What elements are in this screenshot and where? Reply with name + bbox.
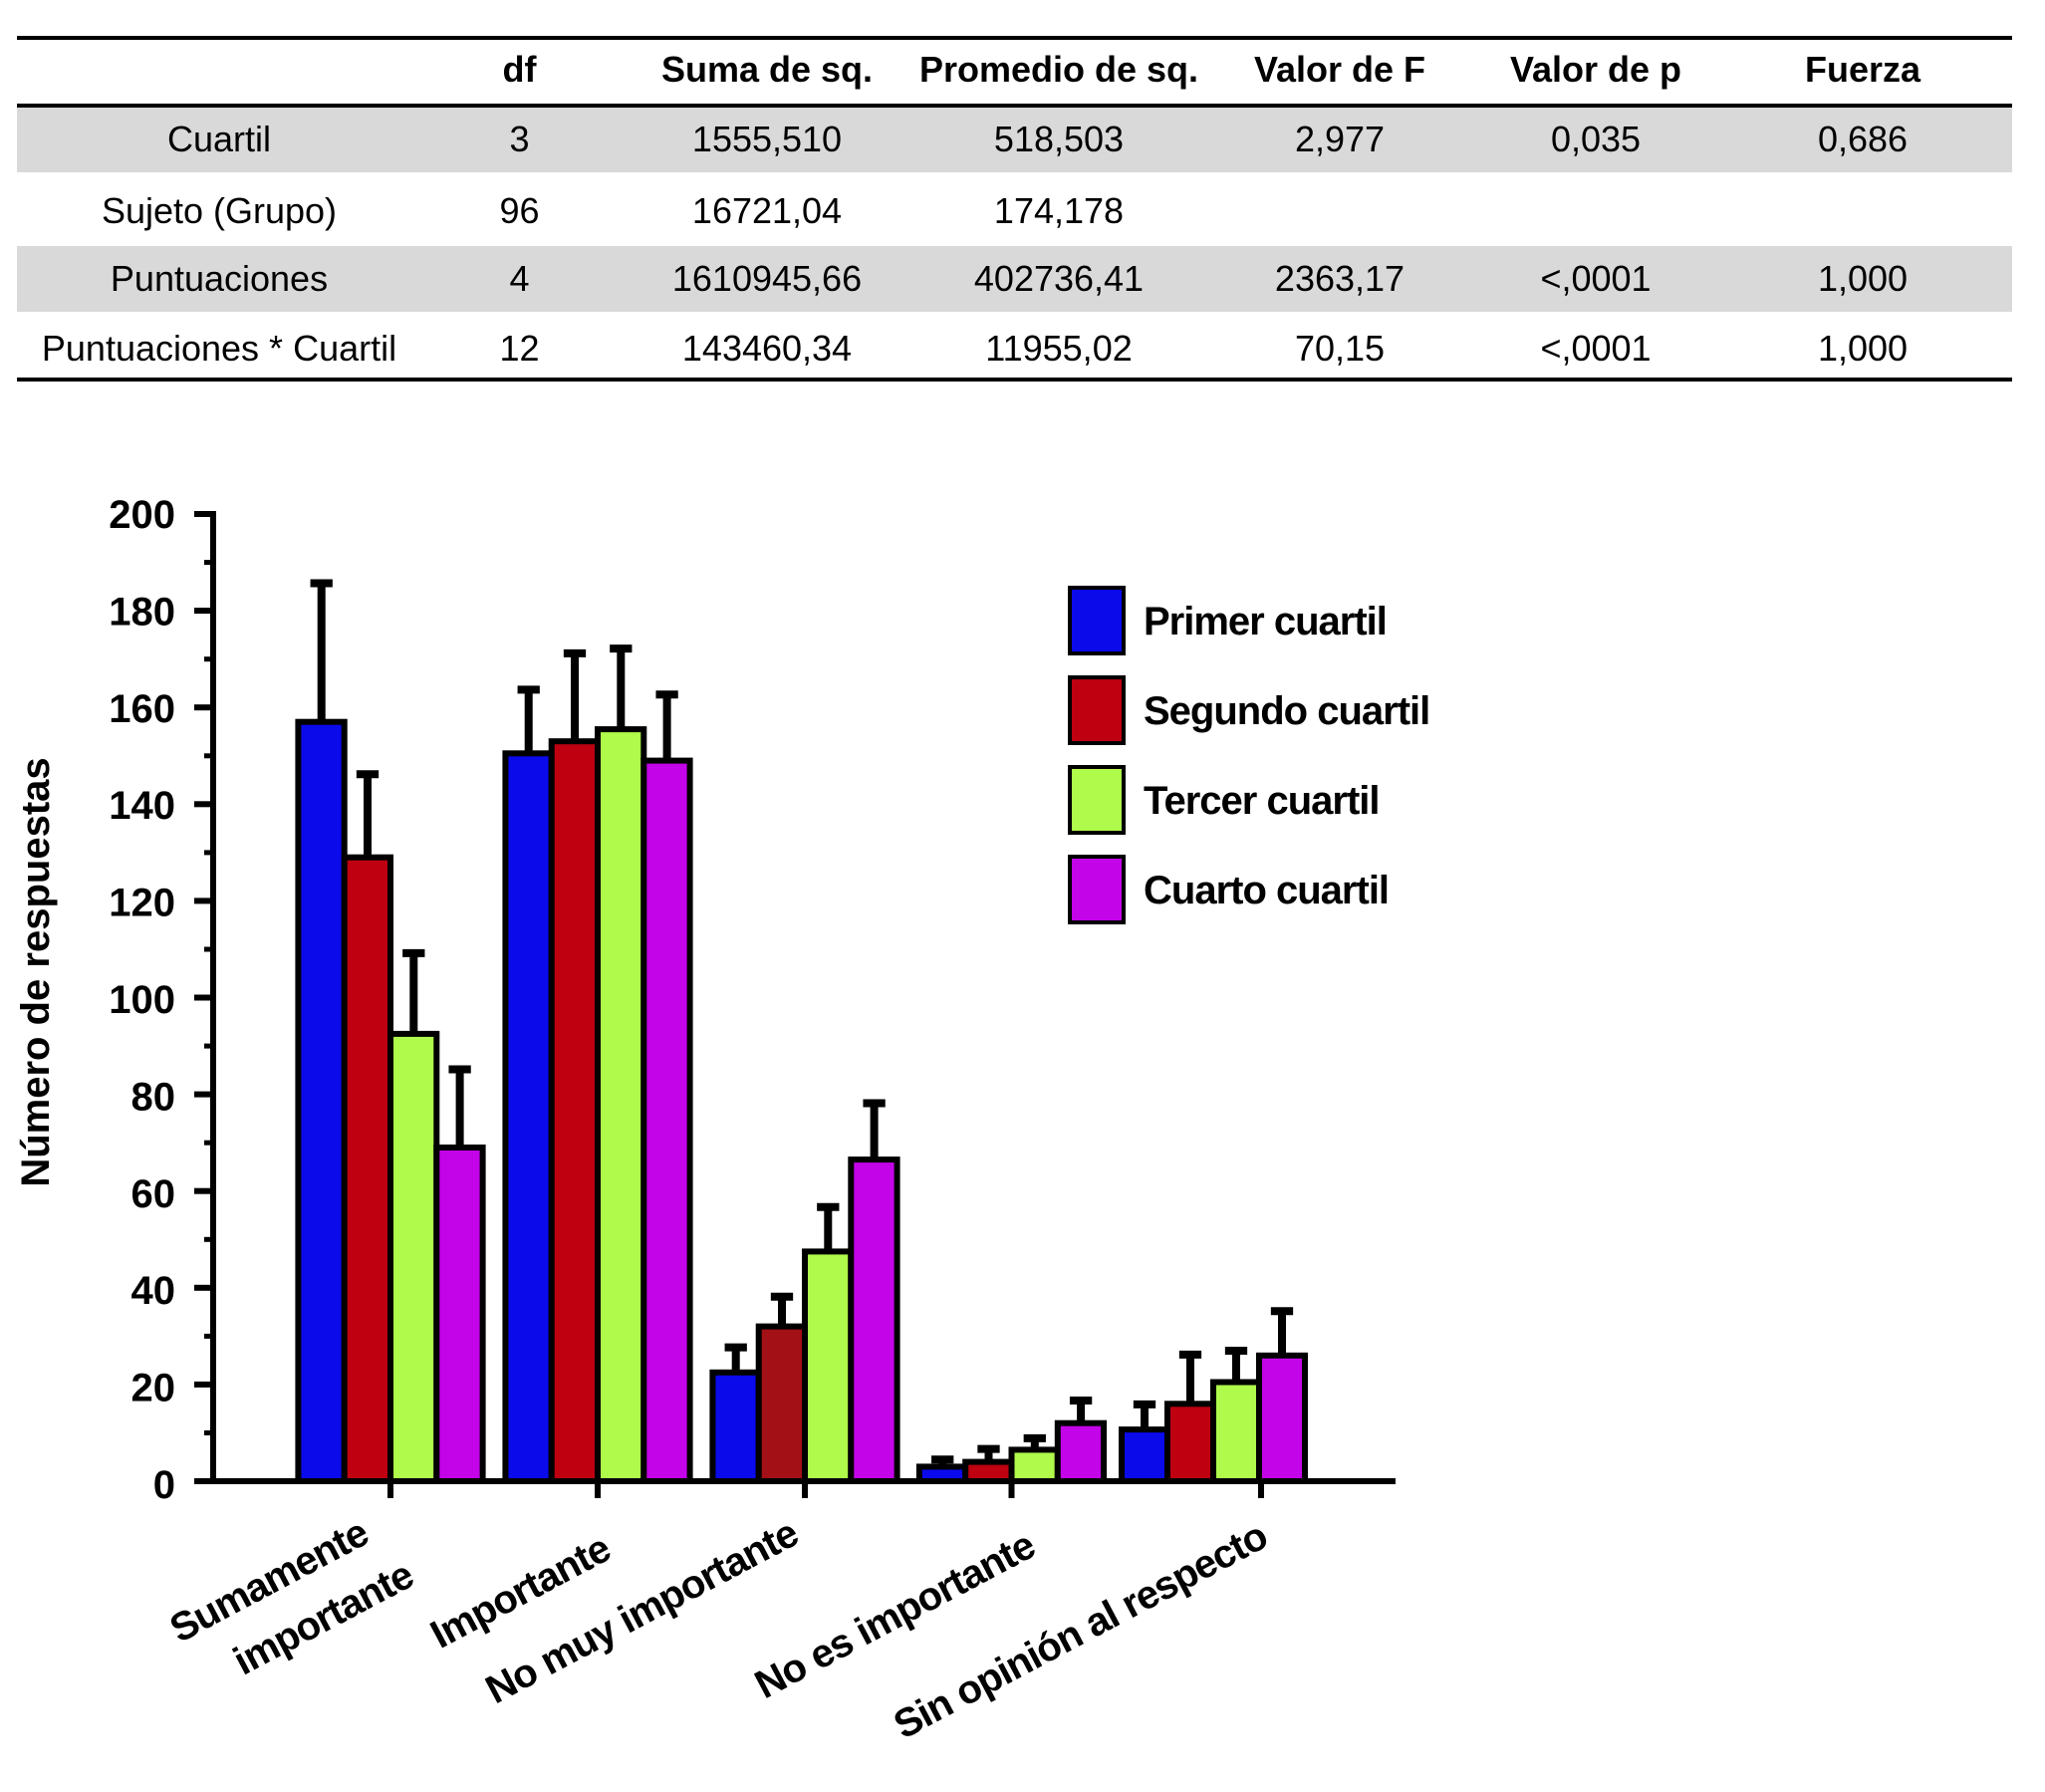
svg-text:40: 40 bbox=[131, 1269, 176, 1313]
svg-text:Segundo cuartil: Segundo cuartil bbox=[1144, 689, 1429, 733]
svg-text:Sin opinión al respecto: Sin opinión al respecto bbox=[887, 1514, 1274, 1748]
svg-text:60: 60 bbox=[131, 1172, 176, 1216]
svg-text:100: 100 bbox=[109, 978, 175, 1022]
svg-text:20: 20 bbox=[131, 1367, 176, 1410]
svg-text:Cuarto cuartil: Cuarto cuartil bbox=[1144, 869, 1389, 912]
svg-text:120: 120 bbox=[109, 882, 175, 925]
svg-text:160: 160 bbox=[109, 687, 175, 731]
svg-text:0: 0 bbox=[153, 1463, 175, 1507]
svg-text:Tercer cuartil: Tercer cuartil bbox=[1144, 779, 1380, 823]
svg-text:80: 80 bbox=[131, 1075, 176, 1119]
svg-text:Primer cuartil: Primer cuartil bbox=[1144, 600, 1387, 643]
svg-text:200: 200 bbox=[109, 493, 175, 537]
svg-text:Número de respuestas: Número de respuestas bbox=[14, 757, 58, 1186]
svg-text:140: 140 bbox=[109, 784, 175, 828]
svg-text:180: 180 bbox=[109, 590, 175, 634]
